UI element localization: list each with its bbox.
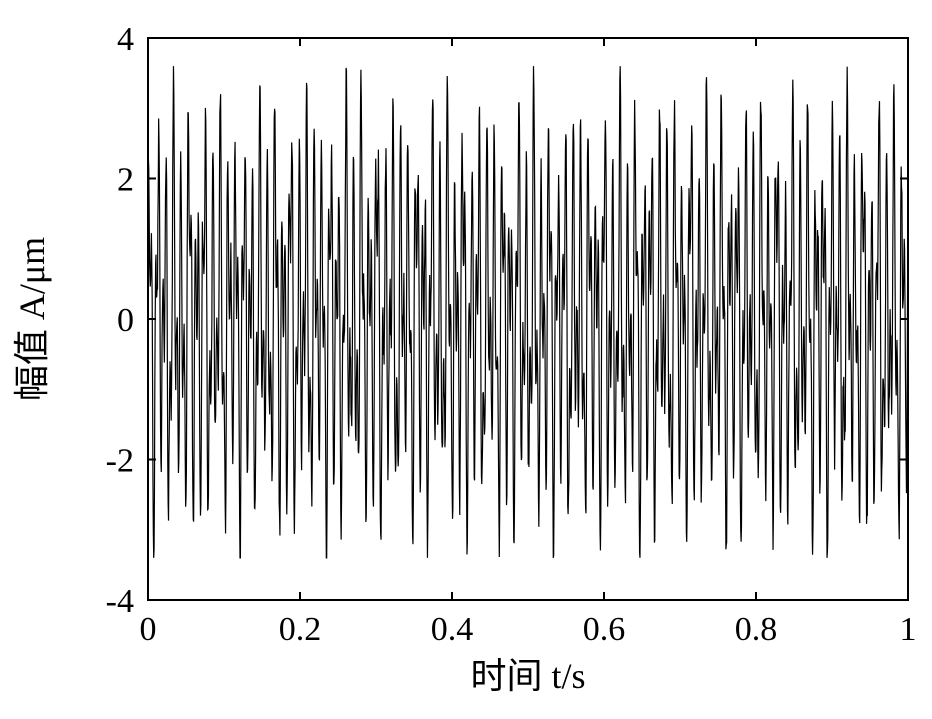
- timeseries-chart: 0 0.2 0.4 0.6 0.8 1 -4 -2 0 2 4 时间 t/s 幅值 A/μm: [0, 0, 932, 719]
- x-tick-label: 0.4: [431, 611, 474, 648]
- x-tick-label: 0.2: [279, 611, 322, 648]
- y-axis-label: 幅值 A/μm: [12, 237, 52, 401]
- y-tick-label: -4: [106, 583, 134, 620]
- y-tick-label: 4: [117, 21, 134, 58]
- x-tick-label: 0.6: [583, 611, 626, 648]
- x-axis-label: 时间 t/s: [470, 656, 585, 696]
- y-tick-label: 0: [117, 302, 134, 339]
- y-tick-label: -2: [106, 442, 134, 479]
- x-tick-label: 0: [140, 611, 157, 648]
- x-tick-label: 1: [900, 611, 917, 648]
- y-tick-label: 2: [117, 161, 134, 198]
- x-tick-label: 0.8: [735, 611, 778, 648]
